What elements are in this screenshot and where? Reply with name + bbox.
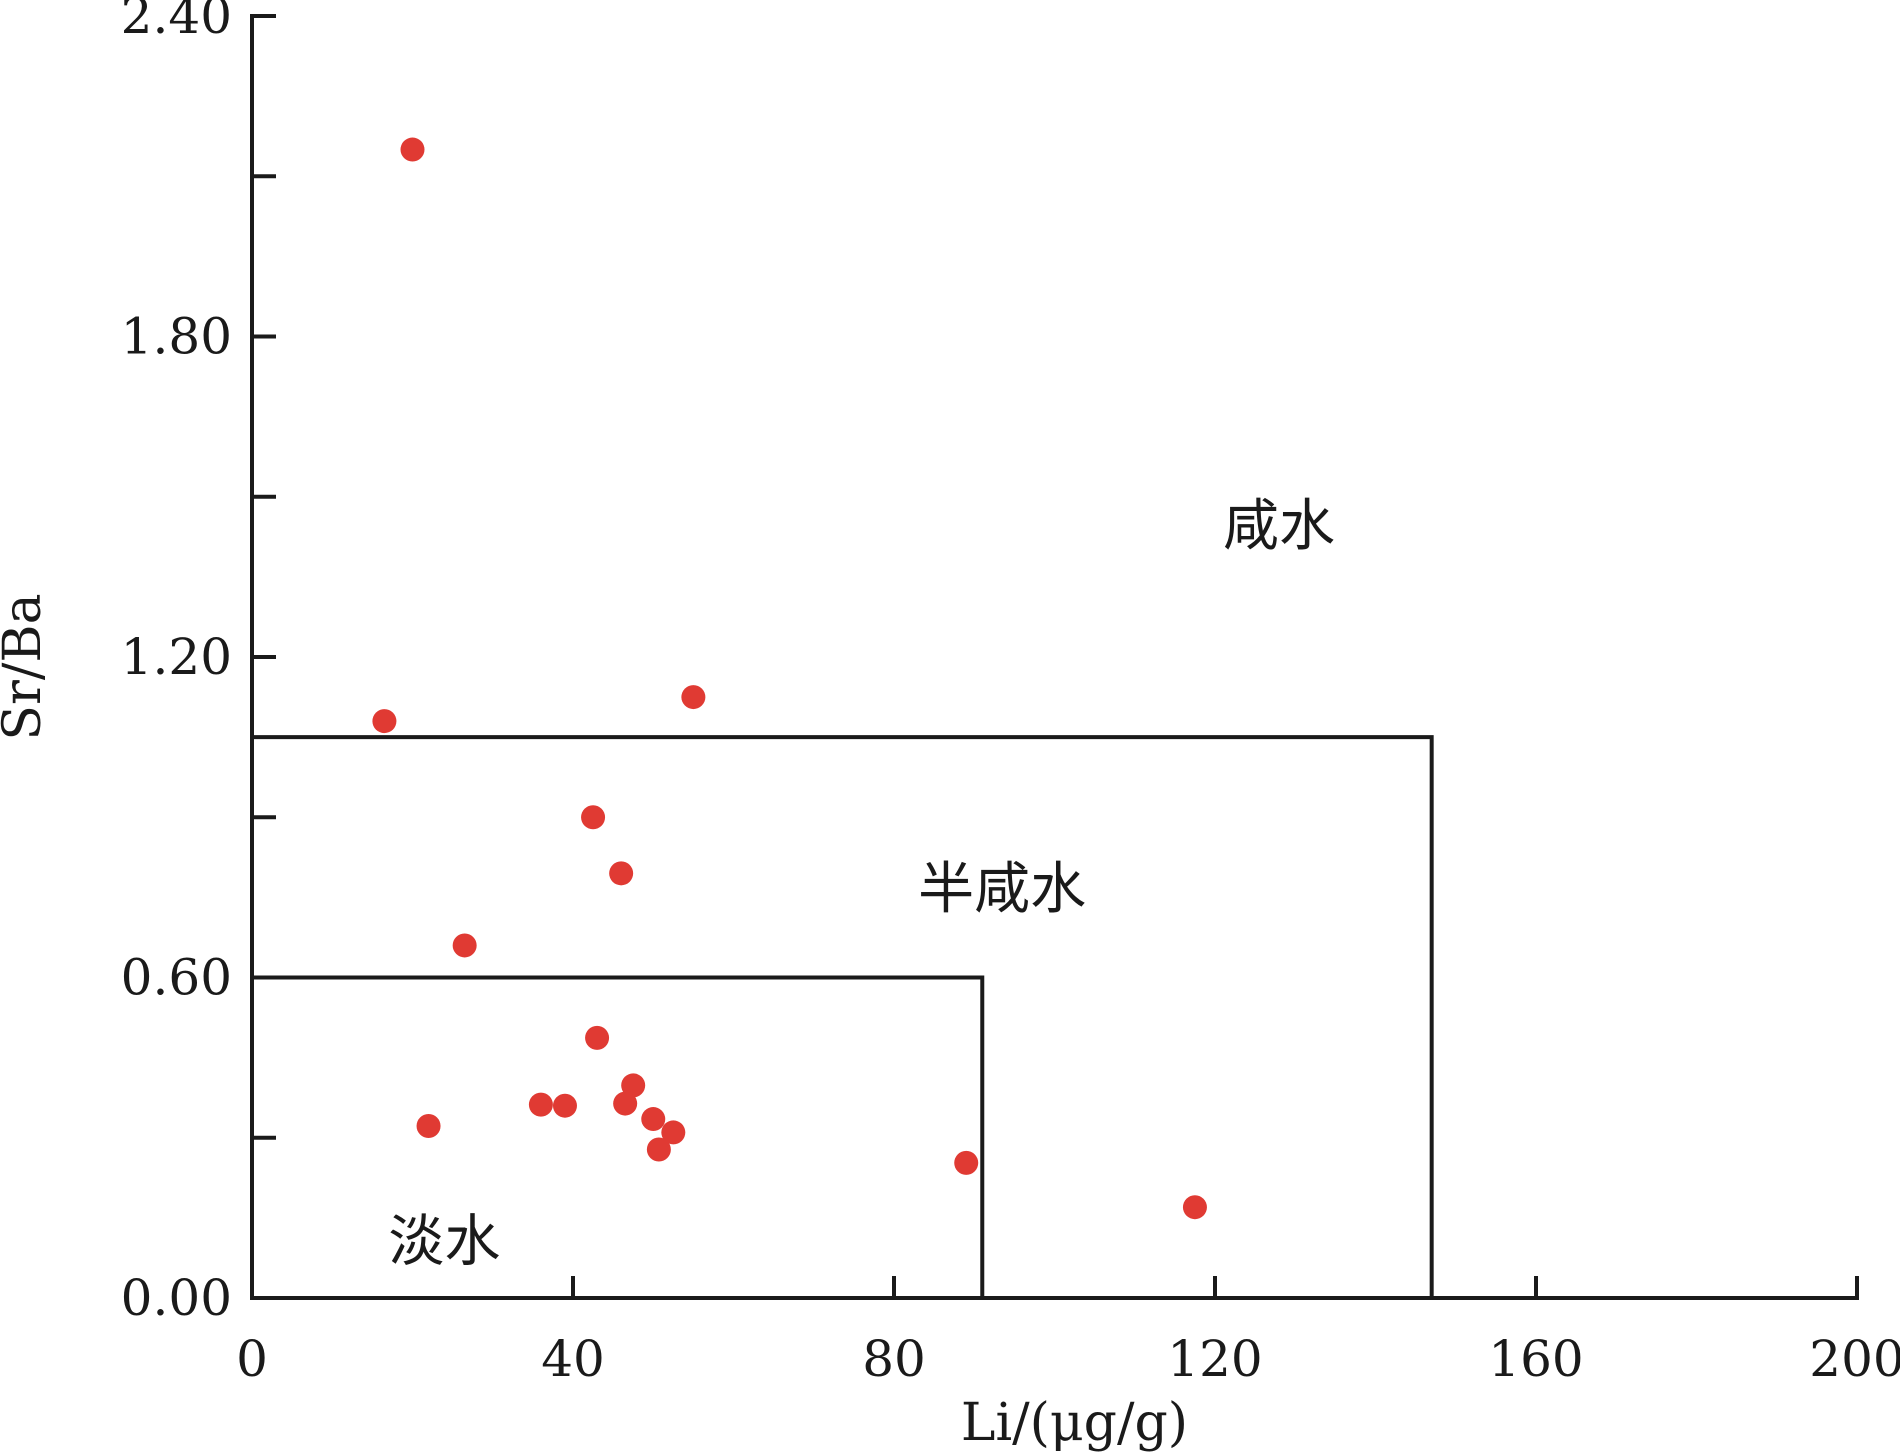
data-point: [681, 685, 706, 710]
y-tick-label: 1.80: [121, 308, 232, 366]
region-label: 半咸水: [918, 857, 1086, 922]
y-tick-label: 1.20: [121, 628, 232, 686]
y-axis-label: Sr/Ba: [0, 593, 53, 740]
data-point: [581, 805, 606, 830]
data-point: [528, 1092, 553, 1117]
axes-group: [250, 14, 1859, 1300]
data-point: [416, 1113, 441, 1138]
data-point: [661, 1120, 686, 1145]
tick-group: 0 40 80 120 160 200 0.00 0.60 1.20 1.80 2.40: [121, 0, 1900, 1388]
y-tick-label: 2.40: [121, 0, 232, 45]
data-point: [609, 861, 634, 886]
region-label: 咸水: [1223, 494, 1335, 559]
data-point: [646, 1137, 671, 1162]
data-point: [585, 1025, 610, 1050]
data-point: [954, 1150, 979, 1175]
x-tick-label: 80: [862, 1330, 926, 1388]
x-tick-label: 160: [1488, 1330, 1583, 1388]
y-tick-label: 0.00: [121, 1269, 232, 1327]
y-tick-label: 0.60: [121, 949, 232, 1007]
data-point: [372, 709, 397, 734]
x-tick-label: 0: [236, 1330, 268, 1388]
data-point: [621, 1073, 646, 1098]
x-tick-label: 120: [1167, 1330, 1262, 1388]
x-axis-label: Li/(μg/g): [961, 1393, 1188, 1453]
x-tick-label: 200: [1809, 1330, 1900, 1388]
data-point: [400, 137, 425, 162]
data-point: [452, 933, 477, 958]
data-point: [613, 1091, 638, 1116]
data-points: [372, 137, 1207, 1220]
x-tick-label: 40: [541, 1330, 605, 1388]
region-boundary: [252, 975, 985, 1298]
region-boundary: [252, 735, 1434, 1298]
data-point: [641, 1107, 666, 1132]
label-group: Li/(μg/g) Sr/Ba: [0, 593, 1188, 1453]
region-boundaries: 淡水 半咸水 咸水: [252, 494, 1434, 1298]
data-point: [552, 1093, 577, 1118]
region-label: 淡水: [388, 1210, 500, 1275]
data-point: [1182, 1195, 1207, 1220]
